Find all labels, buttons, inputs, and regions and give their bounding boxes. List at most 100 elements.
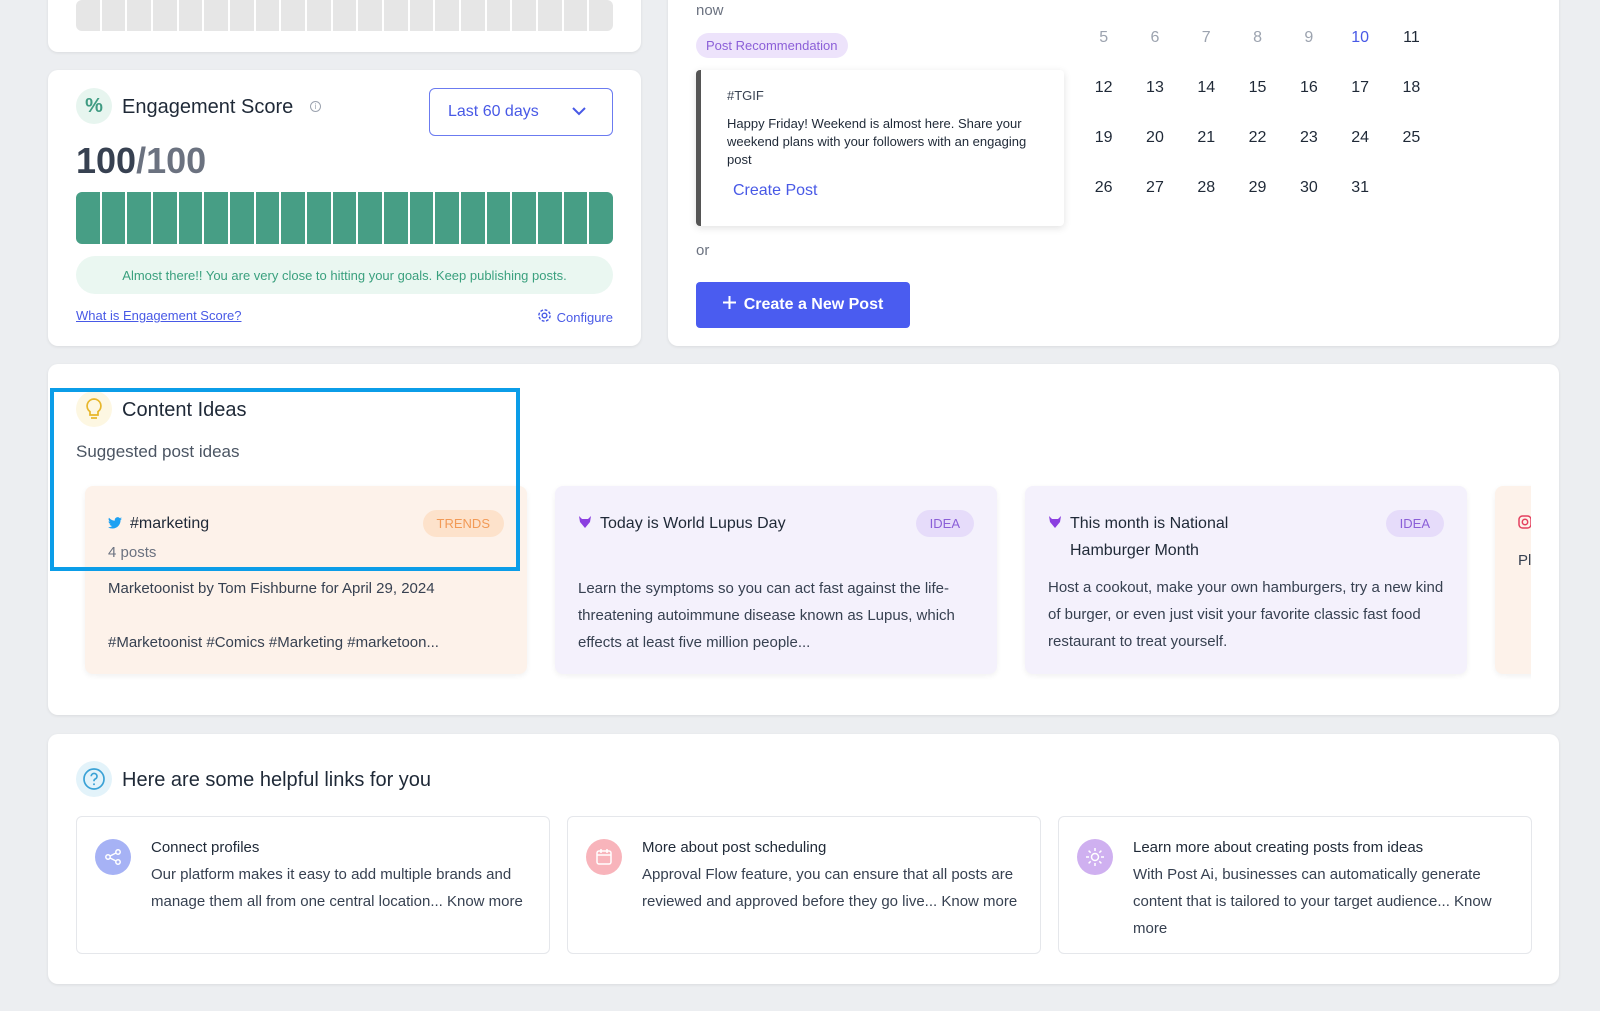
calendar-day[interactable]: 16 — [1299, 78, 1318, 96]
calendar-day[interactable]: 25 — [1402, 128, 1421, 146]
calendar-day[interactable]: 8 — [1253, 28, 1262, 46]
calendar-day[interactable]: 21 — [1197, 128, 1216, 146]
calendar-day[interactable]: 20 — [1146, 128, 1164, 146]
calendar-day[interactable]: 13 — [1146, 78, 1164, 96]
progress-segment — [127, 192, 152, 244]
calendar-day[interactable]: 19 — [1094, 128, 1113, 146]
time-label: now — [696, 2, 724, 19]
idea-card-lupus-day[interactable]: Today is World Lupus Day IDEA Learn the … — [555, 486, 997, 674]
calendar-day[interactable]: 6 — [1150, 28, 1160, 46]
idea-card-hamburger-month[interactable]: This month is National Hamburger Month I… — [1025, 486, 1467, 674]
idea-title: This month is National Hamburger Month — [1070, 515, 1229, 559]
calendar-day[interactable]: 26 — [1094, 178, 1113, 196]
engagement-score-card: % Engagement Score i Last 60 days 100/10… — [48, 70, 641, 346]
create-new-post-label: Create a New Post — [743, 296, 884, 313]
lightbulb-icon — [76, 391, 112, 427]
score: 100 — [76, 140, 137, 181]
link-title: Connect profiles — [151, 839, 260, 856]
calendar-day[interactable]: 22 — [1248, 128, 1267, 146]
calendar-day[interactable]: 7 — [1201, 28, 1211, 46]
progress-segment — [76, 192, 100, 244]
link-description: With Post Ai, businesses can automatical… — [1133, 866, 1492, 937]
configure-button[interactable]: Configure — [537, 308, 613, 326]
calendar-day[interactable]: 15 — [1248, 78, 1267, 96]
carousel-edge — [1531, 474, 1559, 694]
score-max: /100 — [136, 140, 207, 181]
content-ideas-title: Content Ideas — [122, 399, 247, 421]
content-ideas-card: Content Ideas Suggested post ideas #mark… — [48, 364, 1559, 715]
wolf-icon — [1048, 511, 1062, 538]
progress-segment — [512, 192, 537, 244]
previous-score-card — [48, 0, 641, 52]
calendar-day[interactable]: 10 — [1351, 28, 1370, 46]
calendar-day[interactable]: 27 — [1146, 178, 1164, 196]
engagement-score-value: 100/100 — [76, 140, 206, 182]
link-posts-from-ideas[interactable]: Learn more about creating posts from ide… — [1058, 816, 1532, 954]
trends-badge: TRENDS — [422, 510, 504, 537]
progress-segment — [153, 192, 177, 244]
progress-segment — [101, 192, 126, 244]
calendar-day[interactable]: 5 — [1099, 28, 1109, 46]
calendar-day[interactable]: 30 — [1299, 178, 1318, 196]
progress-segment — [307, 192, 331, 244]
info-icon[interactable]: i — [310, 101, 321, 112]
helpful-links-card: Here are some helpful links for you Conn… — [48, 734, 1559, 984]
link-connect-profiles[interactable]: Connect profiles Our platform makes it e… — [76, 816, 550, 954]
post-recommendation-card: now Post Recommendation #TGIF Happy Frid… — [668, 0, 1559, 346]
what-is-engagement-link[interactable]: What is Engagement Score? — [76, 308, 242, 323]
engagement-progress-bar — [76, 192, 613, 244]
link-description: Our platform makes it easy to add multip… — [151, 866, 523, 910]
create-post-link[interactable]: Create Post — [733, 182, 818, 199]
progress-segment — [358, 192, 383, 244]
question-circle-icon — [76, 761, 112, 797]
progress-segment — [281, 192, 306, 244]
idea-body: Pl — [1518, 552, 1532, 569]
idea-title: #marketing — [130, 515, 210, 532]
link-post-scheduling[interactable]: More about post scheduling Approval Flow… — [567, 816, 1041, 954]
plus-icon — [722, 296, 736, 314]
idea-body: Host a cookout, make your own hamburgers… — [1048, 579, 1444, 650]
progress-segment — [230, 192, 254, 244]
idea-card-marketing[interactable]: #marketing TRENDS 4 posts Marketoonist b… — [85, 486, 527, 674]
share-icon — [95, 839, 131, 875]
calendar-day[interactable]: 17 — [1351, 78, 1370, 96]
wolf-icon — [578, 511, 592, 538]
progress-segment — [409, 192, 434, 244]
twitter-icon — [108, 511, 122, 538]
calendar-day[interactable]: 18 — [1402, 78, 1421, 96]
or-label: or — [696, 242, 710, 259]
calendar-day[interactable]: 9 — [1304, 28, 1314, 46]
calendar-day[interactable]: 12 — [1094, 78, 1113, 96]
content-ideas-subtitle: Suggested post ideas — [76, 442, 240, 461]
configure-label: Configure — [556, 309, 613, 325]
calendar-grid: 5 6 7 8 9 10 11 12 13 14 15 16 17 18 19 20 21 22 23 24 25 26 2… — [1078, 24, 1437, 201]
calendar-day[interactable]: 24 — [1351, 128, 1370, 146]
empty-score-bar — [76, 0, 613, 31]
progress-segment — [204, 192, 229, 244]
progress-segment — [178, 192, 203, 244]
date-range-select[interactable]: Last 60 days — [429, 88, 613, 136]
calendar-day[interactable]: 23 — [1299, 128, 1318, 146]
calendar-icon — [586, 839, 622, 875]
percent-icon: % — [76, 88, 112, 124]
link-title: Learn more about creating posts from ide… — [1133, 839, 1424, 856]
calendar-day[interactable]: 11 — [1403, 28, 1420, 46]
helpful-links-title: Here are some helpful links for you — [122, 769, 432, 791]
post-tag: #TGIF — [727, 88, 764, 103]
post-recommendation-badge: Post Recommendation — [696, 33, 848, 58]
progress-segment — [332, 192, 357, 244]
recommended-post: #TGIF Happy Friday! Weekend is almost he… — [696, 70, 1064, 226]
calendar-day[interactable]: 31 — [1351, 178, 1370, 196]
calendar-day[interactable]: 28 — [1197, 178, 1216, 196]
gear-icon — [537, 308, 552, 326]
create-new-post-button[interactable]: Create a New Post — [696, 282, 910, 328]
progress-segment — [589, 192, 613, 244]
calendar-day[interactable]: 14 — [1197, 78, 1216, 96]
engagement-title: Engagement Score — [122, 96, 294, 118]
progress-segment — [255, 192, 280, 244]
calendar-day[interactable]: 29 — [1248, 178, 1267, 196]
progress-segment — [538, 192, 562, 244]
progress-segment — [563, 192, 588, 244]
idea-title: Today is World Lupus Day — [600, 515, 786, 532]
post-text: Happy Friday! Weekend is almost here. Sh… — [727, 116, 1027, 167]
